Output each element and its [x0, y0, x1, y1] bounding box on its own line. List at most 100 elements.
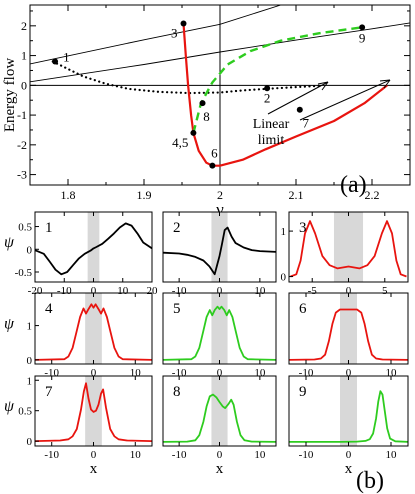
main-xtick-label: 2: [217, 188, 223, 202]
panel-7: -10 0 10 0 0.5 17 ψ x: [4, 375, 153, 477]
panel-xtick-label: -10: [57, 285, 72, 297]
marker-dot-2: [264, 85, 271, 92]
panel-ylabel: ψ: [4, 234, 15, 251]
main-plot-area: [30, 5, 410, 185]
panel-number-label: 7: [45, 384, 53, 400]
panel-xlabel: x: [345, 461, 353, 477]
main-ytick-label: 0: [21, 78, 27, 92]
marker-label-9: 9: [359, 30, 366, 45]
panel-label-b: (b): [356, 468, 384, 494]
panel-ytick-label: 0: [27, 436, 33, 448]
panel-5: -10 0 105: [162, 292, 277, 379]
main-ytick-label: -1: [17, 108, 27, 122]
panel-curve-5: [162, 305, 277, 361]
marker-label-6: 6: [211, 146, 218, 161]
panel-xtick-label: -5: [308, 285, 318, 297]
panel-xtick-label: -10: [299, 449, 314, 461]
linear-limit-arrow-1: [267, 81, 329, 115]
panel-curve-4: [34, 303, 153, 361]
panel-curve-2: [162, 226, 277, 276]
panel-ylabel: ψ: [4, 398, 15, 415]
wavefunction-panels: -20 -10 0 10 20-0.500.5 1ψ-10 0 102-5 0 501 3-10 0 1…: [4, 211, 409, 477]
panel-curve-8: [162, 393, 277, 443]
main-xlabel: γ: [215, 200, 224, 219]
panel-number-label: 5: [173, 301, 181, 317]
panel-xtick-label: 10: [130, 367, 142, 379]
figure-labels: (a) (b) Linear limit: [253, 117, 384, 494]
main-series-dashed-green-4: [192, 26, 363, 134]
panel-ytick-label: -0.5: [15, 267, 33, 279]
panel-number-label: 2: [173, 220, 181, 236]
panel-xtick-label: 0: [346, 285, 352, 297]
panel-2: -10 0 10 2: [162, 211, 277, 297]
marker-dot-8: [199, 100, 206, 107]
panel-curve-7: [34, 382, 153, 442]
panel-curve-3: [290, 220, 407, 278]
main-ytick-label: 2: [21, 19, 27, 33]
panel-8: -10 0 10 8 x: [162, 375, 277, 477]
panel-xtick-label: 0: [217, 367, 223, 379]
panel-curve-9: [289, 390, 409, 443]
main-xtick-label: 1.9: [137, 188, 152, 202]
panel-xtick-label: 0: [217, 449, 223, 461]
linear-limit-arrowhead-2: [379, 79, 391, 89]
panel-3: -5 0 5 0 1 3: [281, 211, 409, 297]
panel-xtick-label: 0: [346, 449, 352, 461]
marker-label-2: 2: [264, 90, 271, 105]
panel-ytick-label: 1: [27, 321, 33, 333]
panel-number-label: 9: [299, 384, 307, 400]
panel-1: -20 -10 0 10 20 -0.5 0 0.5 1 ψ: [4, 211, 159, 297]
main-ytick-label: 1: [21, 49, 27, 63]
panel-9: -10 0 10 9 x: [288, 375, 409, 477]
main-series-thin-black-0: [30, 5, 281, 65]
panel-number-label: 8: [173, 384, 181, 400]
panel-xtick-label: -10: [172, 285, 187, 297]
marker-label-1: 1: [63, 50, 70, 65]
panel-xtick-label: 5: [382, 285, 388, 297]
panel-ytick-label: 1: [27, 375, 33, 387]
panel-xtick-label: -10: [44, 449, 59, 461]
panel-xtick-label: 0: [91, 367, 97, 379]
panel-xlabel: x: [216, 461, 224, 477]
main-ylabel: Energy flow: [2, 58, 18, 132]
panel-ytick-label: 0.5: [18, 406, 32, 418]
panel-number-label: 3: [299, 220, 307, 236]
panel-shaded-band: [85, 293, 102, 364]
main-xtick-label: 2.2: [365, 188, 380, 202]
panel-xtick-label: 10: [254, 449, 266, 461]
panel-xtick-label: 10: [386, 367, 398, 379]
marker-label-7: 7: [303, 116, 310, 131]
panel-xtick-label: 20: [147, 285, 159, 297]
main-xtick-label: 2.1: [289, 188, 304, 202]
panel-number-label: 1: [45, 220, 53, 236]
main-ytick-label: -3: [17, 168, 27, 182]
panel-label-a: (a): [340, 172, 367, 198]
panel-xtick-label: 10: [254, 367, 266, 379]
panel-shaded-band: [211, 293, 228, 364]
panel-xtick-label: -20: [28, 285, 43, 297]
linear-limit-arrowhead-1: [317, 81, 329, 91]
panel-ytick-label: 0: [27, 355, 33, 367]
panel-ytick-label: 0.5: [18, 222, 32, 234]
marker-dot-1: [52, 58, 59, 65]
panel-xtick-label: 10: [386, 449, 398, 461]
panel-xtick-label: 10: [130, 449, 142, 461]
marker-label-4,5: 4,5: [172, 135, 188, 150]
panel-shaded-band: [340, 293, 357, 364]
panel-shaded-band: [211, 212, 228, 282]
main-series-thin-black-1: [30, 22, 410, 83]
panel-xtick-label: 10: [117, 285, 129, 297]
marker-dot-4,5: [190, 129, 197, 136]
panel-xtick-label: 0: [91, 285, 97, 297]
panel-xtick-label: -10: [172, 449, 187, 461]
panel-number-label: 6: [299, 301, 307, 317]
marker-dot-3: [180, 20, 187, 27]
panel-xlabel: x: [90, 461, 98, 477]
marker-label-3: 3: [171, 25, 178, 40]
panel-curve-6: [288, 308, 409, 361]
main-ytick-label: -2: [17, 138, 27, 152]
panel-shaded-band: [340, 376, 357, 446]
panel-xtick-label: 0: [91, 449, 97, 461]
